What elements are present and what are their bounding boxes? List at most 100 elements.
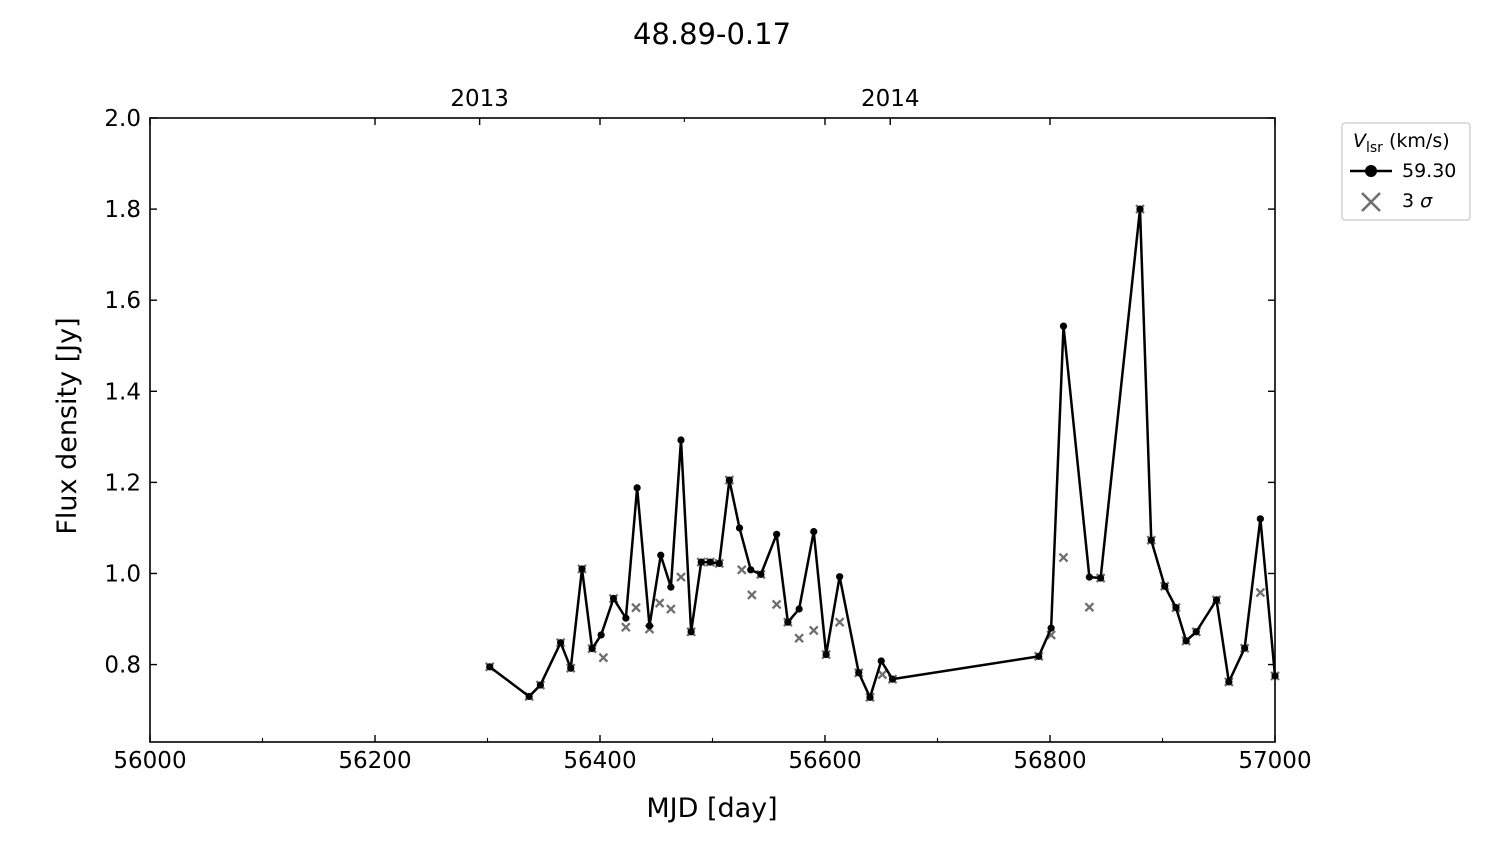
sigma-point bbox=[771, 599, 782, 610]
series-point-59-30 bbox=[735, 524, 744, 532]
sigma-point-stroke bbox=[771, 599, 782, 610]
x-tick-label: 56800 bbox=[1013, 748, 1086, 774]
series-point-59-30 bbox=[609, 594, 618, 603]
series-point-59-30 bbox=[725, 476, 733, 484]
sigma-point bbox=[621, 622, 631, 633]
sigma-point-stroke bbox=[621, 622, 631, 633]
series-point-59-30 bbox=[1212, 596, 1221, 604]
series-point-59-30 bbox=[1241, 644, 1249, 652]
sigma-point bbox=[808, 625, 819, 636]
y-tick-label: 1.2 bbox=[104, 470, 141, 496]
x-axis-label: MJD [day] bbox=[646, 793, 777, 824]
series-point-59-30 bbox=[1172, 604, 1180, 612]
legend-entry-series: 59.30 bbox=[1402, 160, 1456, 182]
sigma-point bbox=[676, 572, 686, 582]
series-point-59-30 bbox=[1085, 573, 1093, 581]
series-point-59-30 bbox=[888, 675, 897, 683]
series-point-59-30 bbox=[645, 622, 654, 630]
sigma-point-stroke bbox=[808, 625, 819, 636]
series-point-59-30 bbox=[1035, 652, 1043, 660]
sigma-point-stroke bbox=[598, 652, 609, 663]
series-point-59-30 bbox=[697, 558, 705, 566]
y-tick-label: 1.4 bbox=[104, 379, 141, 405]
series-point-59-30 bbox=[757, 570, 765, 578]
y-tick-label: 0.8 bbox=[104, 653, 141, 679]
sigma-point-stroke bbox=[1255, 587, 1266, 598]
series-point-59-30 bbox=[773, 530, 781, 538]
series-layer bbox=[484, 204, 1280, 703]
series-point-59-30 bbox=[1047, 624, 1055, 632]
sigma-point bbox=[736, 565, 747, 575]
series-point-59-30 bbox=[715, 559, 723, 568]
legend-entry-sigma-prefix: 3 bbox=[1402, 190, 1420, 212]
series-point-59-30 bbox=[1256, 515, 1264, 523]
sigma-point bbox=[877, 669, 888, 680]
sigma-point bbox=[654, 598, 665, 608]
legend-title-variable: V bbox=[1353, 130, 1368, 152]
series-point-59-30 bbox=[810, 527, 818, 536]
series-point-59-30 bbox=[706, 558, 714, 566]
x-tick-label: 56600 bbox=[788, 748, 861, 774]
sigma-point bbox=[1058, 552, 1069, 563]
y-tick-label: 1.8 bbox=[104, 197, 141, 223]
y-tick-label: 2.0 bbox=[104, 106, 141, 132]
series-point-59-30 bbox=[1136, 205, 1144, 213]
legend-box bbox=[1341, 122, 1471, 221]
sigma-point-stroke bbox=[834, 617, 845, 628]
sigma-point bbox=[834, 617, 845, 628]
sigma-point-stroke bbox=[1058, 552, 1069, 563]
legend-title-unit: (km/s) bbox=[1383, 130, 1450, 152]
series-point-59-30 bbox=[1182, 637, 1190, 645]
series-point-59-30 bbox=[1147, 536, 1155, 544]
y-axis-label: Flux density [Jy] bbox=[52, 317, 83, 534]
sigma-point-stroke bbox=[877, 669, 888, 680]
top-axis-label: 2013 bbox=[450, 86, 509, 112]
series-line-59-30 bbox=[488, 207, 1277, 699]
series-point-59-30 bbox=[578, 565, 586, 573]
series-point-59-30 bbox=[597, 631, 605, 639]
sigma-point-stroke bbox=[794, 633, 804, 643]
series-point-59-30 bbox=[822, 650, 830, 659]
x-tick-label: 56200 bbox=[338, 748, 411, 774]
series-point-59-30 bbox=[525, 692, 533, 701]
series-point-59-30 bbox=[667, 583, 675, 591]
x-tick-label: 57000 bbox=[1238, 748, 1311, 774]
legend-entry-sigma-symbol: σ bbox=[1420, 190, 1433, 212]
top-axis-label: 2014 bbox=[861, 86, 920, 112]
series-point-59-30 bbox=[633, 484, 641, 492]
series-point-59-30 bbox=[866, 693, 874, 701]
sigma-point-stroke bbox=[747, 590, 757, 600]
legend-entry-sigma: 3 σ bbox=[1402, 190, 1433, 212]
x-tick-label: 56000 bbox=[113, 748, 186, 774]
series-point-59-30 bbox=[486, 663, 494, 671]
plot-area-frame bbox=[149, 117, 1276, 743]
series-point-59-30 bbox=[588, 645, 596, 653]
series-point-59-30 bbox=[677, 436, 685, 444]
series-point-59-30 bbox=[855, 669, 863, 677]
series-point-59-30 bbox=[567, 664, 575, 672]
series-point-59-30 bbox=[1059, 322, 1068, 330]
axis-ticks: 56000 56200 56400 56600 56800 57000 2013 2014 0.… bbox=[104, 86, 1311, 774]
series-point-59-30 bbox=[1161, 582, 1169, 590]
sigma-point-stroke bbox=[1046, 630, 1056, 640]
series-point-59-30 bbox=[795, 605, 803, 613]
sigma-point bbox=[747, 590, 757, 600]
series-point-59-30 bbox=[784, 618, 792, 626]
sigma-point bbox=[598, 652, 609, 663]
sigma-point bbox=[1084, 602, 1095, 612]
x-tick-label: 56400 bbox=[563, 748, 636, 774]
sigma-point-stroke bbox=[654, 598, 665, 608]
sigma-point bbox=[631, 602, 641, 613]
series-point-59-30 bbox=[622, 614, 630, 622]
sigma-point-stroke bbox=[736, 565, 747, 575]
sigma-point bbox=[666, 604, 676, 614]
sigma-point-stroke bbox=[666, 604, 676, 614]
sigma-point-stroke bbox=[676, 572, 686, 582]
series-point-59-30 bbox=[1271, 672, 1279, 680]
y-tick-label: 1.0 bbox=[104, 561, 141, 587]
series-point-59-30 bbox=[557, 639, 565, 647]
legend: Vlsr (km/s) 59.30 3 σ bbox=[1341, 122, 1471, 221]
sigma-point-stroke bbox=[1084, 602, 1095, 612]
y-tick-label: 1.6 bbox=[104, 288, 141, 314]
